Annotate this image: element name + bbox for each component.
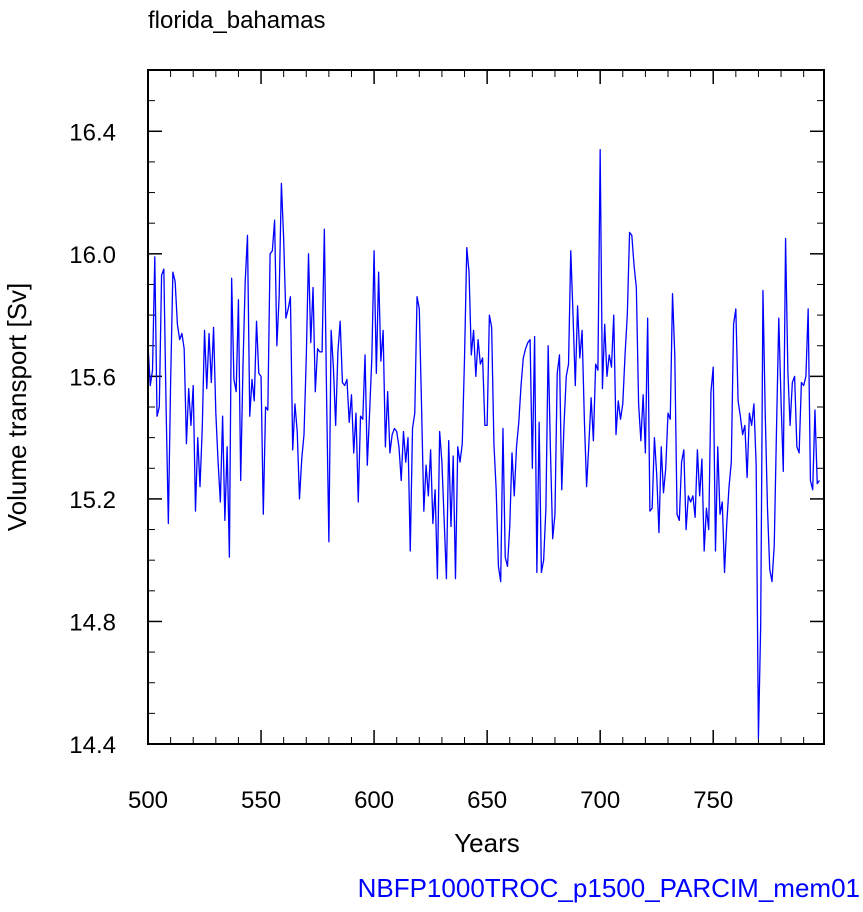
- y-axis-label: Volume transport [Sv]: [2, 283, 32, 532]
- y-tick-label: 14.4: [69, 732, 116, 759]
- x-tick-label: 550: [241, 787, 281, 814]
- y-tick-label: 15.6: [69, 364, 116, 391]
- chart-title: florida_bahamas: [148, 7, 325, 34]
- y-tick-label: 16.0: [69, 242, 116, 269]
- x-axis-label: Years: [454, 828, 520, 858]
- x-tick-label: 500: [128, 787, 168, 814]
- x-tick-label: 650: [467, 787, 507, 814]
- minor-ticks: [148, 69, 824, 744]
- series-line-transport: [147, 149, 821, 739]
- y-tick-label: 16.4: [69, 119, 116, 146]
- x-tick-labels: 500 550 600 650 700 750: [128, 787, 733, 814]
- y-tick-label: 15.2: [69, 487, 116, 514]
- footer-run-id: NBFP1000TROC_p1500_PARCIM_mem01: [358, 873, 860, 903]
- x-tick-label: 700: [580, 787, 620, 814]
- y-tick-label: 14.8: [69, 609, 116, 636]
- y-tick-labels: 14.4 14.8 15.2 15.6 16.0 16.4: [69, 119, 116, 759]
- x-tick-label: 750: [693, 787, 733, 814]
- plot-area: [147, 69, 825, 745]
- plot-frame: [147, 69, 825, 745]
- x-tick-label: 600: [354, 787, 394, 814]
